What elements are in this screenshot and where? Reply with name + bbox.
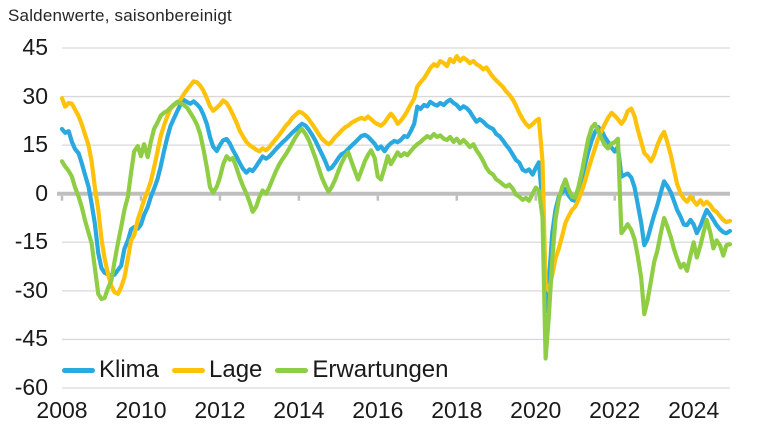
legend-label: Lage	[209, 356, 263, 383]
legend-item-lage: Lage	[172, 356, 262, 384]
legend-swatch-klima	[62, 367, 95, 373]
legend-item-erwartungen: Erwartungen	[275, 356, 448, 384]
chart-title: Saldenwerte, saisonbereinigt	[8, 6, 232, 25]
x-axis-label: 2010	[115, 397, 167, 423]
x-axis-label: 2024	[668, 397, 720, 423]
x-axis-label: 2008	[36, 397, 88, 423]
legend-swatch-erwartungen	[275, 367, 309, 373]
legend-label: Erwartungen	[312, 356, 449, 383]
y-axis-label: 15	[22, 131, 48, 158]
x-axis-labels: 2008 2010 2012 2014 2016 2018 2020 2022 2024	[0, 397, 767, 427]
x-axis-label: 2022	[589, 397, 641, 423]
y-axis-labels: 45 30 15 0 -15 -30 -45 -60	[0, 0, 48, 431]
legend: Klima Lage Erwartungen	[62, 356, 448, 384]
legend-swatch-lage	[172, 367, 206, 373]
y-axis-label: 45	[22, 33, 48, 60]
y-axis-label: -60	[14, 373, 48, 400]
y-axis-label: -45	[14, 325, 48, 352]
x-axis-label: 2012	[194, 397, 246, 423]
y-axis-label: 0	[35, 179, 48, 206]
legend-item-klima: Klima	[62, 356, 159, 384]
x-axis-label: 2018	[431, 397, 483, 423]
y-axis-label: 30	[22, 82, 48, 109]
y-axis-label: -15	[14, 228, 48, 255]
y-axis-label: -30	[14, 276, 48, 303]
x-axis-label: 2014	[273, 397, 325, 423]
x-axis-label: 2016	[352, 397, 404, 423]
x-axis-label: 2020	[510, 397, 562, 423]
series-line-erwartungen	[59, 99, 733, 361]
legend-label: Klima	[99, 356, 160, 383]
